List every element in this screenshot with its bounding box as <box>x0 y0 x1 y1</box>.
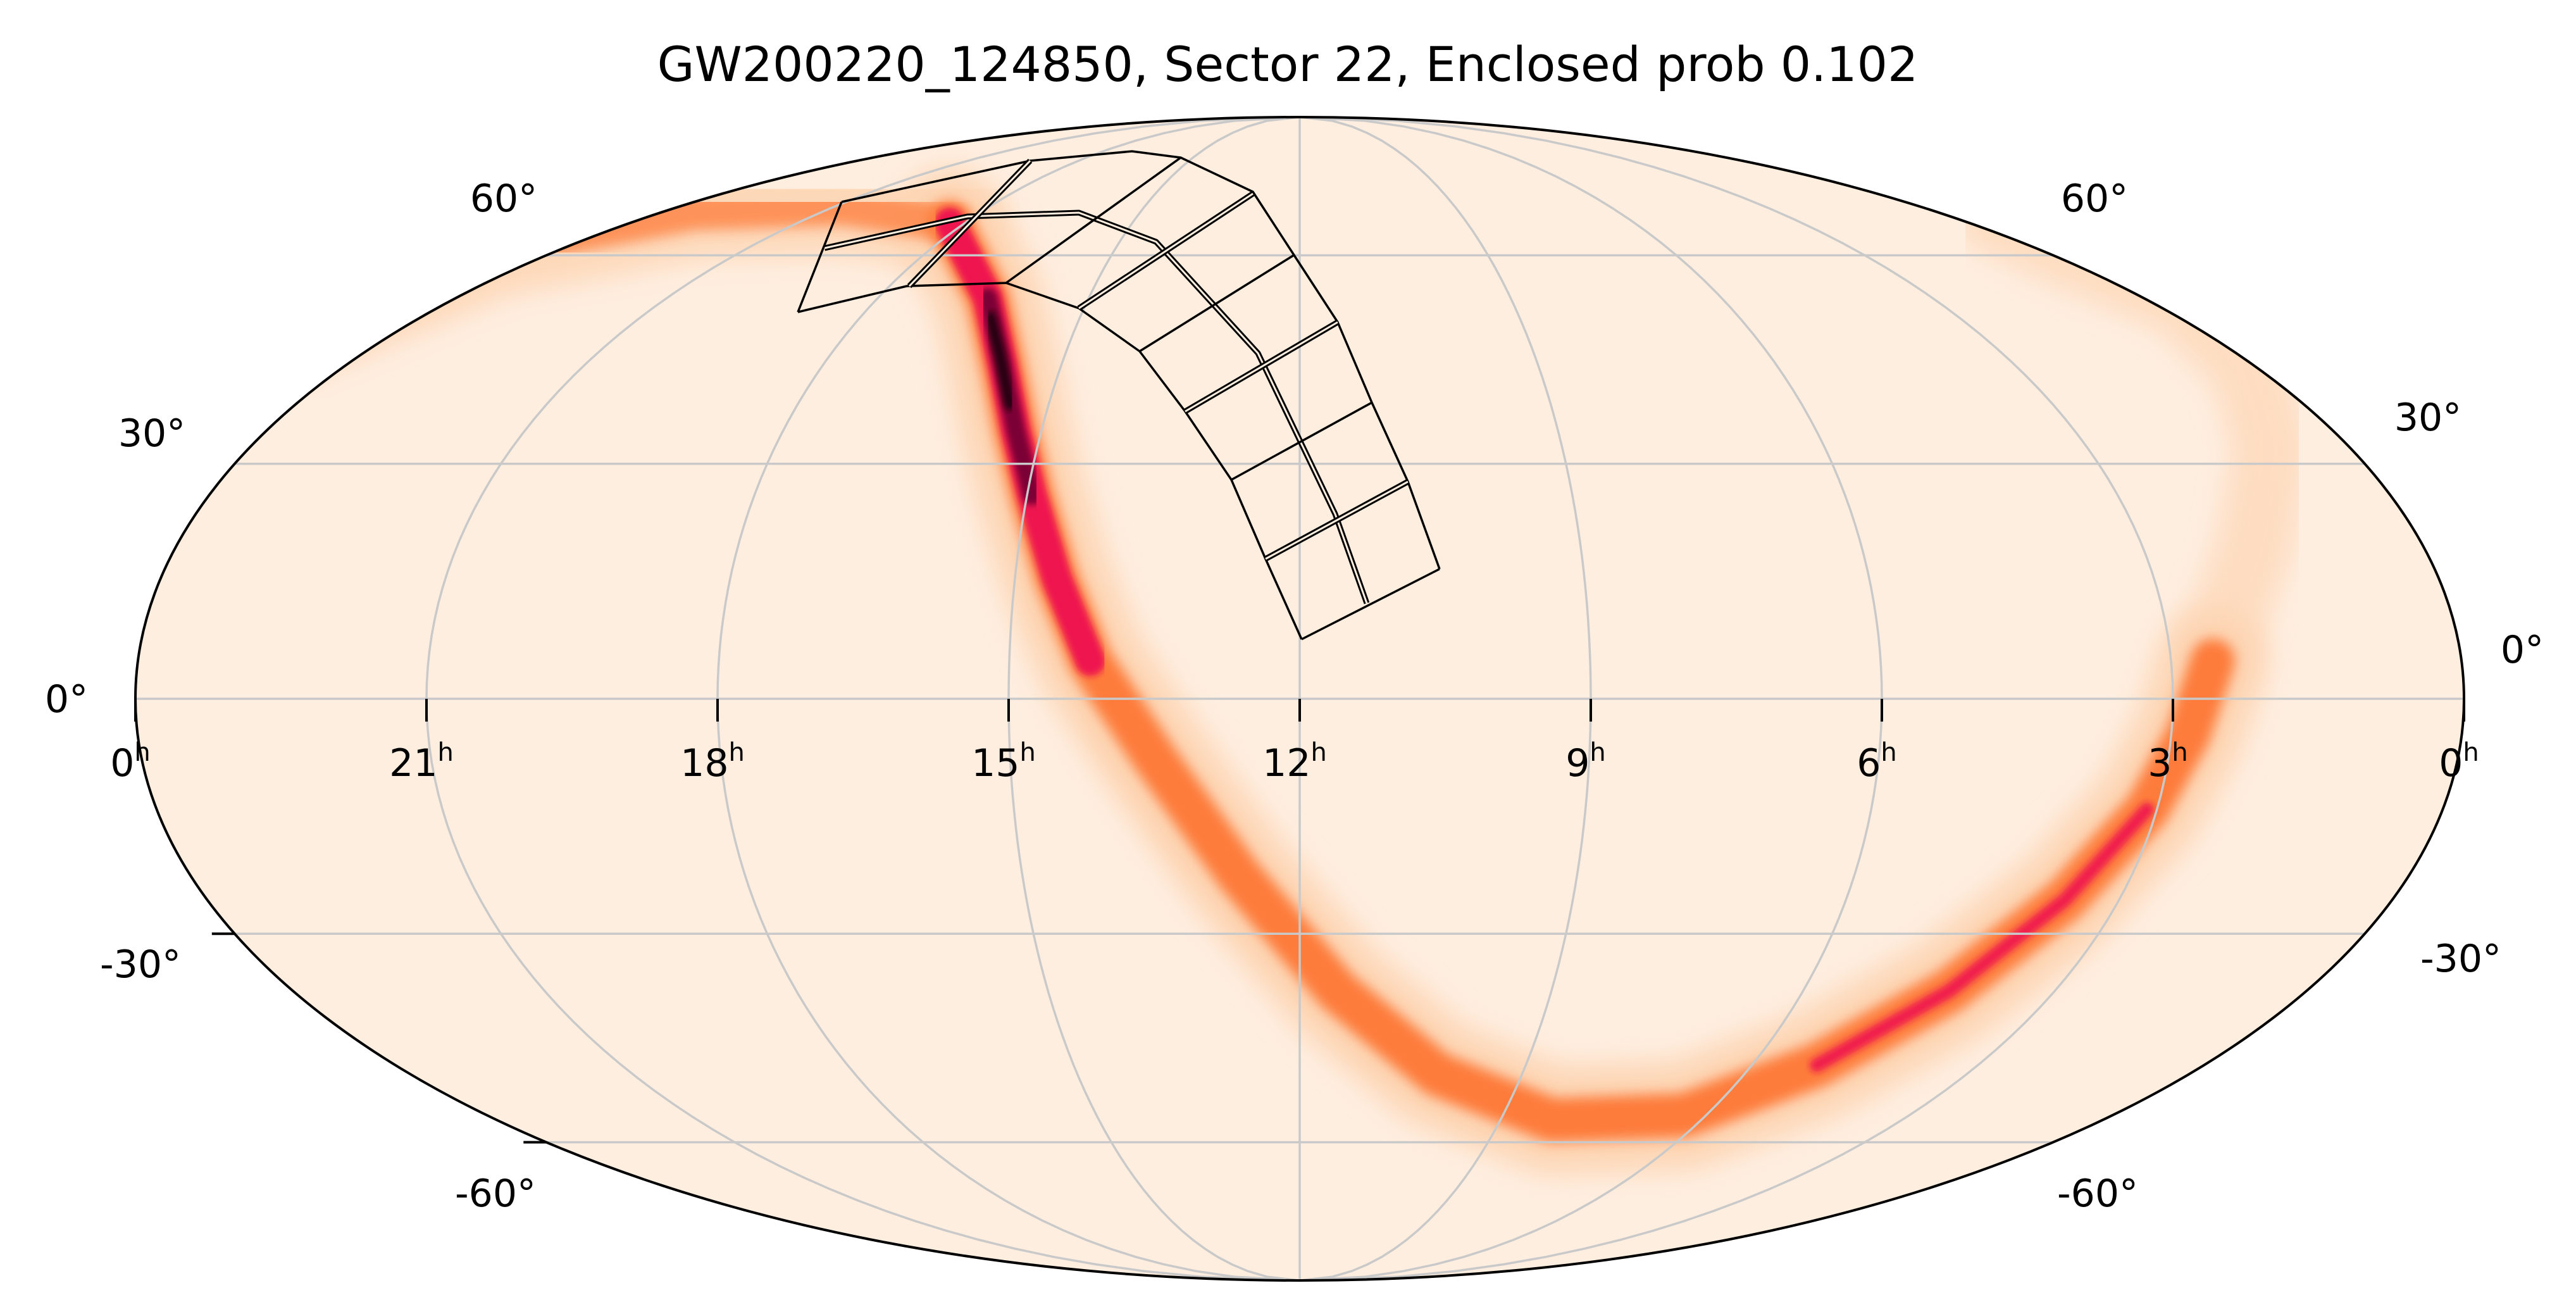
ra-label-4: 12h <box>1262 738 1327 785</box>
ra-label-0: 0h <box>110 738 151 785</box>
ra-label-value: 9 <box>1565 741 1590 785</box>
band-peak-core <box>985 311 1015 410</box>
ra-label-unit: h <box>1590 738 1605 767</box>
footprint-ccd-boundary-3 <box>1139 254 1295 353</box>
ra-label-unit: h <box>1881 738 1896 767</box>
ra-label-value: 0 <box>110 741 134 785</box>
dec-tick-labels-right: 60° 30° 0° -30° -60° <box>2057 177 2544 1216</box>
ra-label-unit: h <box>2463 738 2479 767</box>
footprint-ccd-boundary-2-gap <box>1078 192 1254 310</box>
dec-label-right-minus60: -60° <box>2057 1172 2138 1216</box>
footprint-ccd-boundary-0-gap <box>908 160 1031 287</box>
ra-label-8: 0h <box>2439 738 2479 785</box>
tess-sector-footprint <box>797 150 1441 641</box>
dec-label-right-minus30: -30° <box>2420 937 2501 981</box>
dec-label-left-30: 30° <box>118 411 185 456</box>
footprint-ccd-boundary-6-gap <box>1265 480 1409 560</box>
footprint-ccd-boundary-4-gap <box>1185 321 1338 413</box>
ra-label-unit: h <box>1020 738 1036 767</box>
dec-label-right-30: 30° <box>2394 396 2461 440</box>
dec-label-left-0: 0° <box>45 677 88 722</box>
axis-ticks <box>134 699 2465 1144</box>
ra-label-value: 21 <box>389 741 437 785</box>
dec-label-left-60: 60° <box>470 177 537 221</box>
ra-label-value: 0 <box>2439 741 2463 785</box>
ra-label-5: 9h <box>1565 738 1606 785</box>
footprint-edge-right <box>841 150 1441 570</box>
dec-tick-labels-left: 60° 30° 0° -30° -60° <box>45 177 537 1216</box>
ra-label-value: 15 <box>971 741 1019 785</box>
footprint-ccd-boundary-7 <box>1301 568 1440 641</box>
ra-label-7: 3h <box>2148 738 2188 785</box>
footprint-ccd-boundary-1 <box>1005 156 1182 284</box>
dec-label-right-0: 0° <box>2501 628 2544 672</box>
ra-label-value: 12 <box>1262 741 1310 785</box>
chart-title: GW200220_124850, Sector 22, Enclosed pro… <box>657 36 1919 92</box>
ra-label-3: 15h <box>971 738 1036 785</box>
dec-label-left-minus30: -30° <box>100 942 181 987</box>
ra-label-unit: h <box>2172 738 2187 767</box>
ra-label-value: 3 <box>2148 741 2172 785</box>
ra-tick-labels: 0h 21h 18h 15h 12h 9h 6h 3h 0h <box>110 738 2479 785</box>
ra-label-unit: h <box>1311 738 1327 767</box>
ra-label-unit: h <box>438 738 454 767</box>
ra-label-unit: h <box>134 738 150 767</box>
ra-label-value: 18 <box>680 741 728 785</box>
dec-label-left-minus60: -60° <box>455 1172 536 1216</box>
ra-label-6: 6h <box>1857 738 1897 785</box>
band-south-red <box>1810 803 2154 1072</box>
ra-label-unit: h <box>729 738 745 767</box>
footprint-ccd-boundary-8 <box>797 201 843 313</box>
footprint-midline-gap <box>824 211 1368 604</box>
dec-label-right-60: 60° <box>2061 177 2128 221</box>
ra-label-2: 18h <box>680 738 745 785</box>
footprint-ccd-boundary-5 <box>1231 401 1372 481</box>
ra-label-value: 6 <box>1857 741 1881 785</box>
ra-label-1: 21h <box>389 738 454 785</box>
